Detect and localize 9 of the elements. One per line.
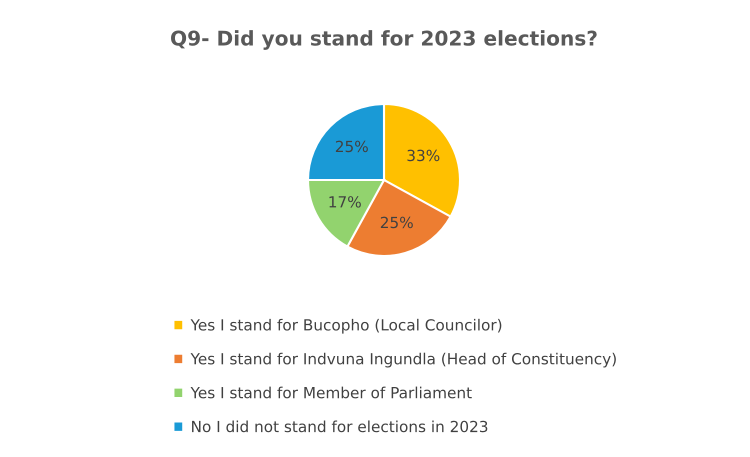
chart-title: Q9- Did you stand for 2023 elections? bbox=[171, 30, 597, 50]
data-label: 25% bbox=[380, 216, 413, 228]
legend-label: Yes I stand for Indvuna Ingundla (Head of Constituency) bbox=[190, 352, 616, 368]
legend-label: Yes I stand for Bucopho (Local Councilor) bbox=[190, 318, 502, 334]
data-label: 25% bbox=[336, 140, 368, 152]
data-label: 17% bbox=[329, 196, 361, 208]
legend-label: No I did not stand for elections in 2023 bbox=[192, 420, 488, 432]
legend-label: Yes I stand for Member of Parliament bbox=[190, 386, 472, 398]
data-label: 33% bbox=[407, 150, 440, 162]
